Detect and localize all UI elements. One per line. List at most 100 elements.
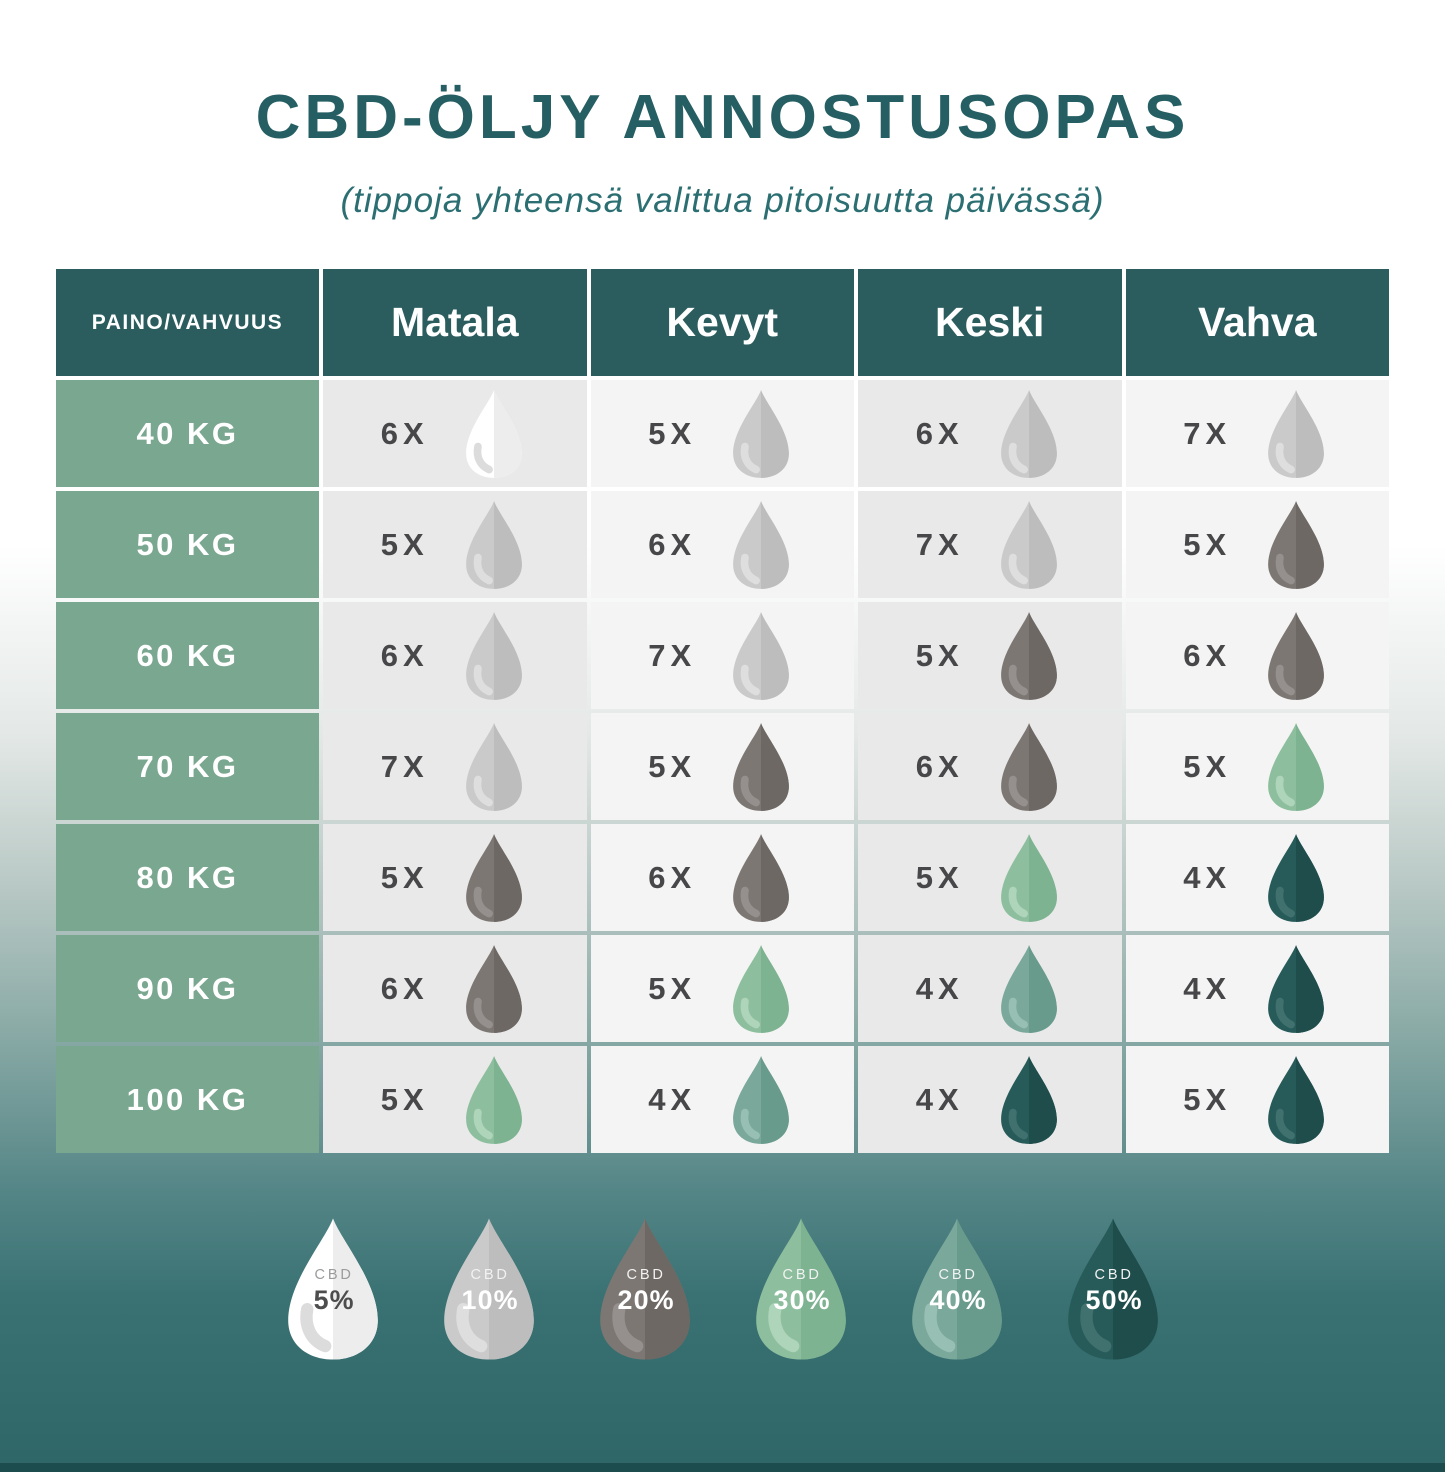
legend-drop-5pct: CBD 5% <box>277 1215 389 1363</box>
dose-cell: 5X <box>1125 491 1389 598</box>
dose-count: 7X <box>380 748 429 784</box>
legend-drop-20pct: CBD 20% <box>589 1215 701 1363</box>
dose-count: 5X <box>380 859 429 895</box>
dose-count: 5X <box>1183 1081 1232 1117</box>
drop-icon-10pct <box>459 721 529 813</box>
weight-cell-100-kg: 100 KG <box>56 1046 319 1153</box>
column-header-kevyt: Kevyt <box>590 269 854 376</box>
drop-icon-10pct <box>726 610 796 702</box>
drop-icon-10pct <box>1261 388 1331 480</box>
dose-cell: 7X <box>323 713 587 820</box>
dose-count: 5X <box>648 415 697 451</box>
drop-icon-20pct <box>459 832 529 924</box>
legend-drop-40pct: CBD 40% <box>901 1215 1013 1363</box>
dose-cell: 7X <box>590 602 854 709</box>
drop-icon-20pct <box>459 943 529 1035</box>
dose-count: 5X <box>380 1081 429 1117</box>
dose-count: 6X <box>915 415 964 451</box>
dose-cell: 5X <box>590 380 854 487</box>
dose-count: 5X <box>648 970 697 1006</box>
drop-icon-50pct <box>1261 943 1331 1035</box>
svg-text:30%: 30% <box>773 1285 830 1315</box>
weight-cell-80-kg: 80 KG <box>56 824 319 931</box>
dose-count: 6X <box>648 859 697 895</box>
weight-cell-70-kg: 70 KG <box>56 713 319 820</box>
dose-cell: 4X <box>858 1046 1122 1153</box>
drop-icon-20pct <box>1261 610 1331 702</box>
drop-icon-50pct <box>1261 1054 1331 1146</box>
dose-count: 6X <box>380 415 429 451</box>
dose-cell: 6X <box>323 602 587 709</box>
legend-drop-30pct: CBD 30% <box>745 1215 857 1363</box>
dose-cell: 5X <box>858 602 1122 709</box>
svg-text:CBD: CBD <box>938 1267 977 1283</box>
drop-icon-10pct <box>726 499 796 591</box>
drop-icon-10pct <box>459 610 529 702</box>
page-header: CBD-ÖLJY ANNOSTUSOPAS (tippoja yhteensä … <box>0 0 1445 221</box>
drop-icon-20pct <box>726 721 796 813</box>
legend: CBD 5% CBD 10% CBD 20% CBD 30% CBD 40% CBD 50% <box>0 1215 1445 1363</box>
drop-icon-40pct <box>994 943 1064 1035</box>
dosage-table: PAINO/VAHVUUS Matala Kevyt Keski Vahva 40 KG… <box>56 269 1389 1153</box>
dose-cell: 5X <box>858 824 1122 931</box>
svg-text:20%: 20% <box>617 1285 674 1315</box>
dose-cell: 6X <box>323 380 587 487</box>
drop-icon-40pct <box>726 1054 796 1146</box>
svg-text:CBD: CBD <box>314 1267 353 1283</box>
dose-count: 5X <box>915 637 964 673</box>
dose-count: 4X <box>915 970 964 1006</box>
drop-icon-50pct <box>1261 832 1331 924</box>
svg-text:10%: 10% <box>461 1285 518 1315</box>
svg-text:CBD: CBD <box>470 1267 509 1283</box>
dose-count: 7X <box>1183 415 1232 451</box>
dose-cell: 7X <box>858 491 1122 598</box>
drop-icon-30pct <box>994 832 1064 924</box>
dose-cell: 4X <box>1125 824 1389 931</box>
drop-icon-10pct <box>726 388 796 480</box>
dose-count: 5X <box>915 859 964 895</box>
weight-cell-50-kg: 50 KG <box>56 491 319 598</box>
dose-cell: 7X <box>1125 380 1389 487</box>
dose-cell: 4X <box>858 935 1122 1042</box>
dose-count: 5X <box>1183 526 1232 562</box>
dose-cell: 4X <box>1125 935 1389 1042</box>
svg-text:CBD: CBD <box>626 1267 665 1283</box>
dose-count: 6X <box>380 637 429 673</box>
drop-icon-10pct <box>994 499 1064 591</box>
dose-cell: 6X <box>590 824 854 931</box>
dose-cell: 6X <box>858 713 1122 820</box>
drop-icon-20pct <box>726 832 796 924</box>
weight-cell-40-kg: 40 KG <box>56 380 319 487</box>
dose-count: 4X <box>648 1081 697 1117</box>
dose-cell: 6X <box>590 491 854 598</box>
dose-cell: 5X <box>1125 1046 1389 1153</box>
dose-count: 5X <box>380 526 429 562</box>
dose-cell: 6X <box>1125 602 1389 709</box>
dose-count: 6X <box>380 970 429 1006</box>
dose-cell: 5X <box>1125 713 1389 820</box>
page-title: CBD-ÖLJY ANNOSTUSOPAS <box>255 83 1190 152</box>
dose-count: 7X <box>915 526 964 562</box>
column-header-keski: Keski <box>858 269 1122 376</box>
dose-count: 6X <box>1183 637 1232 673</box>
dose-count: 6X <box>915 748 964 784</box>
dose-count: 5X <box>648 748 697 784</box>
dose-cell: 5X <box>590 713 854 820</box>
dose-cell: 6X <box>323 935 587 1042</box>
drop-icon-30pct <box>726 943 796 1035</box>
dose-count: 4X <box>1183 970 1232 1006</box>
drop-icon-20pct <box>1261 499 1331 591</box>
dose-cell: 4X <box>590 1046 854 1153</box>
dose-count: 4X <box>915 1081 964 1117</box>
legend-drop-50pct: CBD 50% <box>1057 1215 1169 1363</box>
dose-cell: 5X <box>323 491 587 598</box>
page-subtitle: (tippoja yhteensä valittua pitoisuutta p… <box>340 181 1105 220</box>
svg-text:CBD: CBD <box>782 1267 821 1283</box>
weight-cell-90-kg: 90 KG <box>56 935 319 1042</box>
drop-icon-30pct <box>459 1054 529 1146</box>
dose-cell: 5X <box>323 1046 587 1153</box>
drop-icon-5pct <box>459 388 529 480</box>
drop-icon-50pct <box>994 1054 1064 1146</box>
column-header-vahva: Vahva <box>1125 269 1389 376</box>
legend-drop-10pct: CBD 10% <box>433 1215 545 1363</box>
